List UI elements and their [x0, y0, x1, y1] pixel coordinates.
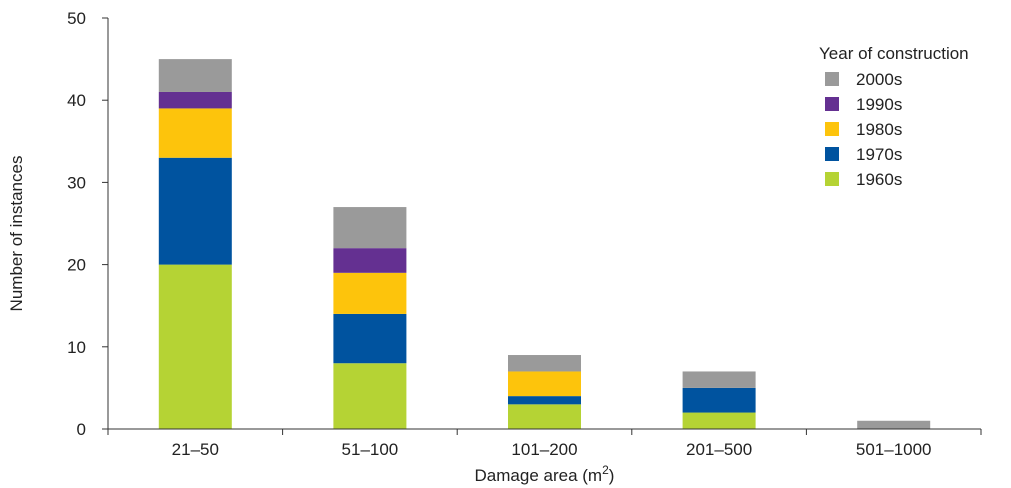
- y-tick-label: 10: [67, 338, 86, 357]
- x-axis-title-superscript: 2: [602, 463, 609, 477]
- legend-swatch-1970s: [825, 147, 839, 161]
- y-tick-label: 20: [67, 256, 86, 275]
- x-tick-label: 101–200: [511, 440, 577, 459]
- legend-swatch-1980s: [825, 122, 839, 136]
- bar-segment-2000s: [333, 207, 407, 249]
- bars-group: [158, 59, 931, 429]
- bar-segment-1960s: [508, 404, 581, 429]
- bar-segment-2000s: [158, 59, 232, 92]
- y-tick-label: 40: [67, 91, 86, 110]
- legend-label-1970s: 1970s: [856, 145, 902, 164]
- bar-segment-1990s: [158, 91, 232, 109]
- bar-segment-1970s: [508, 396, 581, 405]
- x-axis-title: Damage area (m2): [475, 463, 615, 485]
- y-tick-label: 50: [67, 9, 86, 28]
- legend-label-1960s: 1960s: [856, 170, 902, 189]
- x-axis-title-main: Damage area (m: [475, 466, 603, 485]
- bar-segment-1970s: [682, 387, 756, 413]
- x-axis-title-end: ): [609, 466, 615, 485]
- y-ticks-group: 0 10 20 30 40 50: [67, 9, 108, 439]
- legend-title: Year of construction: [819, 44, 969, 63]
- legend-label-1980s: 1980s: [856, 120, 902, 139]
- bar-segment-1970s: [158, 157, 232, 265]
- x-tick-label: 51–100: [342, 440, 399, 459]
- y-tick-label: 0: [77, 420, 86, 439]
- bar-segment-1980s: [158, 108, 232, 158]
- bar-segment-2000s: [508, 355, 581, 372]
- bar-segment-1990s: [333, 248, 407, 273]
- bar-segment-1960s: [682, 412, 756, 429]
- legend-swatch-1990s: [825, 97, 839, 111]
- legend-label-1990s: 1990s: [856, 95, 902, 114]
- x-ticks-group: 21–50 51–100 101–200 201–500 501–1000: [107, 429, 982, 459]
- y-tick-label: 30: [67, 173, 86, 192]
- y-axis-title: Number of instances: [7, 156, 26, 312]
- x-tick-label: 501–1000: [856, 440, 932, 459]
- bar-segment-1980s: [333, 272, 407, 314]
- x-tick-label: 201–500: [686, 440, 752, 459]
- legend-label-2000s: 2000s: [856, 70, 902, 89]
- bar-segment-1960s: [333, 363, 407, 429]
- legend: Year of construction 2000s 1990s 1980s 1970…: [819, 44, 969, 189]
- bar-segment-1980s: [508, 371, 581, 397]
- x-tick-label: 21–50: [172, 440, 219, 459]
- bar-segment-1960s: [158, 264, 232, 429]
- legend-swatch-1960s: [825, 172, 839, 186]
- bar-segment-1970s: [333, 313, 407, 364]
- bar-segment-2000s: [857, 420, 931, 429]
- bar-segment-2000s: [682, 371, 756, 388]
- axes-group: [107, 18, 981, 430]
- legend-swatch-2000s: [825, 72, 839, 86]
